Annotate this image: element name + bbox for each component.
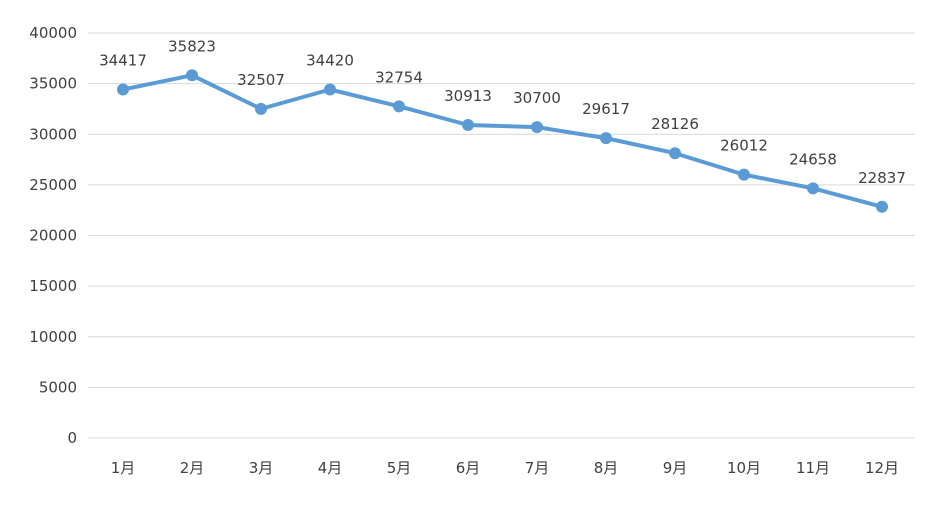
- x-tick-label: 3月: [249, 459, 274, 477]
- series: [117, 69, 888, 213]
- y-tick-label: 10000: [29, 328, 77, 346]
- data-label: 30913: [444, 87, 492, 105]
- y-tick-label: 35000: [29, 75, 77, 93]
- data-label: 30700: [513, 89, 561, 107]
- data-point: [393, 100, 405, 113]
- y-tick-label: 5000: [39, 378, 77, 396]
- x-tick-label: 5月: [387, 459, 412, 477]
- y-axis: 0 5000 10000 15000 20000 25000 30000 35000 40000: [29, 24, 77, 447]
- series-line: [121, 73, 884, 209]
- data-point: [255, 102, 267, 115]
- data-point: [462, 119, 474, 132]
- y-tick-label: 30000: [29, 125, 77, 143]
- data-label: 24658: [789, 150, 837, 168]
- data-label: 26012: [720, 137, 768, 155]
- data-label: 28126: [651, 115, 699, 133]
- x-tick-label: 4月: [318, 459, 343, 477]
- data-labels: 34417 35823 32507 34420 32754 30913 30700 29617…: [99, 37, 906, 186]
- data-point: [117, 83, 129, 96]
- gridlines: [88, 32, 915, 439]
- x-tick-label: 10月: [727, 459, 761, 477]
- data-label: 34417: [99, 52, 147, 70]
- data-point: [600, 132, 612, 145]
- x-tick-label: 2月: [180, 459, 205, 477]
- x-tick-label: 9月: [663, 459, 688, 477]
- data-point: [807, 182, 819, 195]
- y-tick-label: 40000: [29, 24, 77, 42]
- x-axis: 1月 2月 3月 4月 5月 6月 7月 8月 9月 10月 11月 12月: [111, 459, 899, 477]
- y-tick-label: 15000: [29, 277, 77, 295]
- data-label: 34420: [306, 51, 354, 69]
- x-tick-label: 1月: [111, 459, 136, 477]
- data-label: 32754: [375, 68, 423, 86]
- y-tick-label: 20000: [29, 227, 77, 245]
- data-point: [738, 168, 750, 181]
- y-tick-label: 0: [67, 429, 77, 447]
- x-tick-label: 7月: [525, 459, 550, 477]
- x-tick-label: 8月: [594, 459, 619, 477]
- data-label: 35823: [168, 37, 216, 55]
- data-point: [324, 83, 336, 96]
- data-point: [186, 69, 198, 82]
- data-label: 22837: [858, 169, 906, 187]
- x-tick-label: 12月: [865, 459, 899, 477]
- y-tick-label: 25000: [29, 176, 77, 194]
- x-tick-label: 6月: [456, 459, 481, 477]
- data-label: 32507: [237, 71, 285, 89]
- data-point: [876, 200, 888, 213]
- data-point: [669, 147, 681, 160]
- x-tick-label: 11月: [796, 459, 830, 477]
- data-point: [531, 121, 543, 134]
- data-label: 29617: [582, 100, 630, 118]
